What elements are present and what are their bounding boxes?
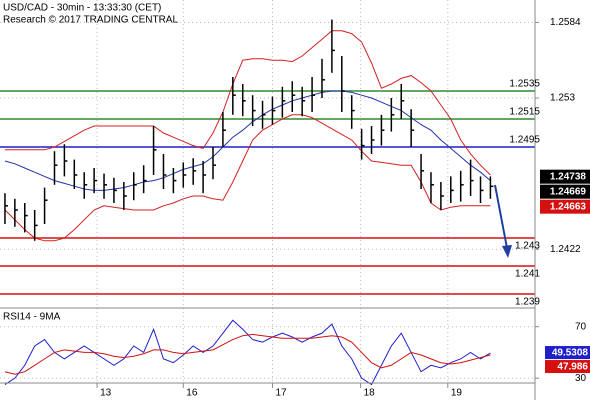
level-label: 1.2515 (509, 107, 540, 118)
chart-title: USD/CAD - 30min - 13:33:30 (CET) (3, 3, 161, 14)
rsi-line (4, 319, 491, 386)
y-tick-label: 1.2422 (550, 244, 581, 255)
x-tick-label: 18 (364, 388, 376, 399)
value-tag (545, 346, 590, 360)
indicator-line (4, 114, 491, 242)
chart-subtitle: Research © 2017 TRADING CENTRAL (3, 15, 178, 26)
price-tag-label: 1.24669 (550, 186, 587, 197)
indicator-line (4, 90, 491, 191)
indicator-line (4, 30, 491, 176)
value-tag (545, 360, 590, 374)
x-tick-label: 19 (451, 388, 463, 399)
level-label: 1.243 (515, 241, 540, 252)
level-label: 1.241 (515, 269, 540, 280)
level-label: 1.2535 (509, 79, 540, 90)
price-tag (540, 169, 590, 184)
level-label: 1.239 (515, 297, 540, 308)
price-tag-label: 1.24663 (550, 201, 587, 212)
value-tag-label: 49.5308 (552, 348, 589, 359)
x-tick-label: 17 (275, 388, 287, 399)
price-tag (540, 199, 590, 214)
x-tick-label: 13 (100, 388, 112, 399)
value-tag-label: 47.986 (557, 362, 588, 373)
price-tag (540, 184, 590, 199)
rsi-line (4, 333, 491, 375)
level-label: 1.2495 (509, 135, 540, 146)
y-tick-label: 1.253 (550, 93, 575, 104)
y-tick-label: 30 (575, 373, 587, 384)
grid (0, 0, 539, 388)
x-tick-label: 16 (186, 388, 198, 399)
price-tag-label: 1.24738 (550, 171, 587, 182)
y-tick-label: 70 (575, 321, 587, 332)
labels: USD/CAD - 30min - 13:33:30 (CET) Researc… (3, 3, 590, 399)
marks (0, 19, 535, 386)
rsi-title: RSI14 - 9MA (3, 312, 61, 323)
forecast-arrow-head (502, 245, 512, 258)
y-tick-label: 1.2584 (550, 17, 581, 28)
forecast-arrow (494, 184, 508, 249)
